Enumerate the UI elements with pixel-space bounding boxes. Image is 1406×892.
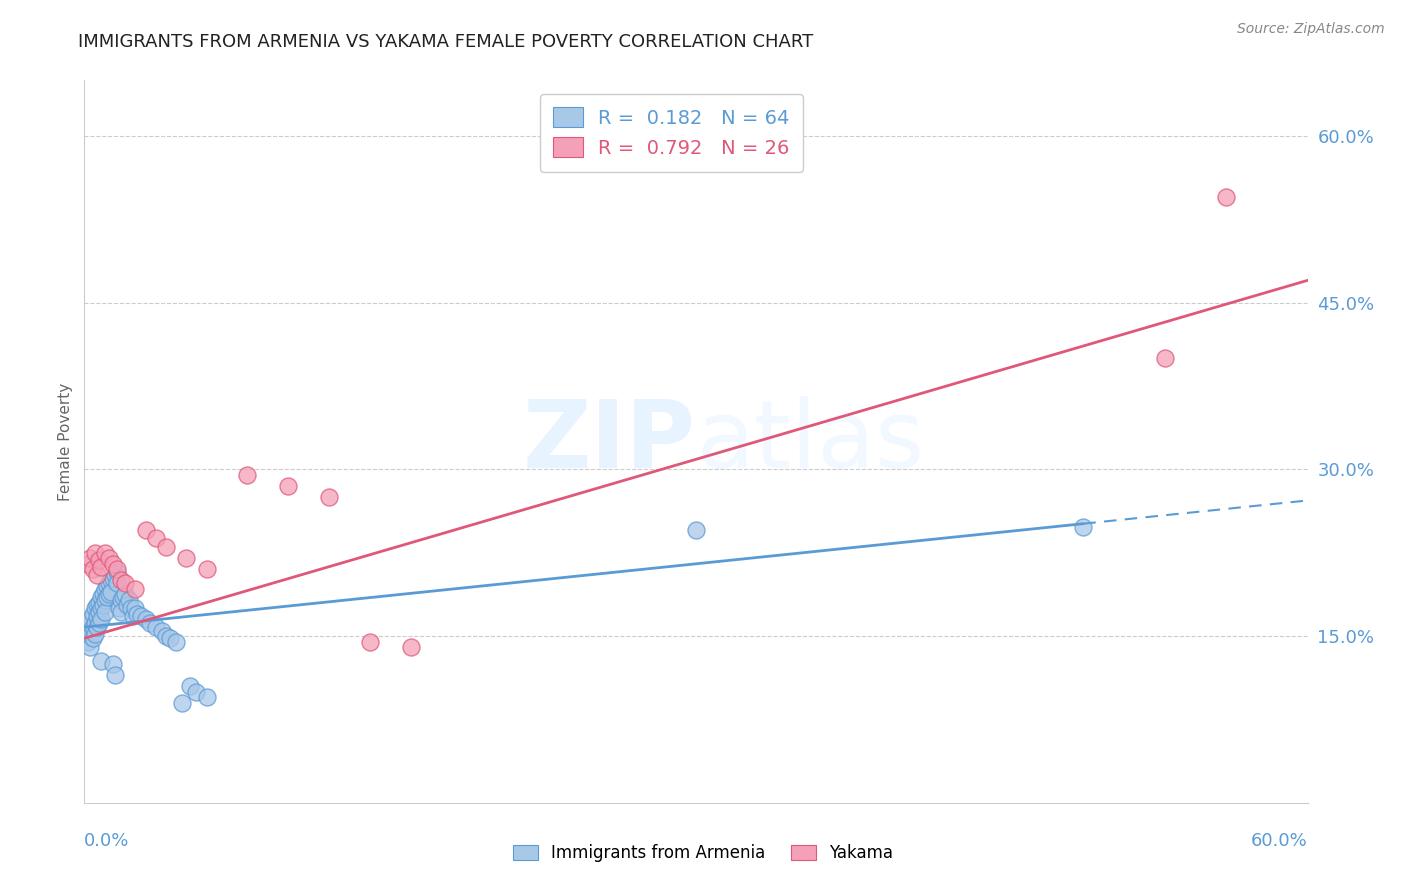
Point [108,601,131,615]
Point [90,601,112,615]
Point [101,571,124,585]
Point [87,605,110,619]
Point [318,490,340,504]
Point [87,553,110,567]
Point [135,524,157,538]
Point [83,615,105,630]
Point [101,557,124,571]
Point [110,574,132,588]
Point [91,598,114,612]
Point [105,575,128,590]
Point [79,612,101,626]
Point [114,587,136,601]
Point [79,629,101,643]
Point [97,551,120,566]
Point [236,467,259,482]
Point [131,609,153,624]
Point [93,593,115,607]
Point [104,568,127,582]
Text: atlas: atlas [696,395,924,488]
Point [399,640,422,655]
Point [91,587,114,601]
Point [101,657,124,671]
Point [100,574,122,588]
Point [138,615,160,630]
Legend: Immigrants from Armenia, Yakama: Immigrants from Armenia, Yakama [505,836,901,871]
Text: 60.0%: 60.0% [1251,831,1308,850]
Point [75,624,97,638]
Point [77,634,100,648]
Point [145,531,167,545]
Point [179,679,201,693]
Point [93,605,115,619]
Point [195,562,218,576]
Point [82,632,104,646]
Text: IMMIGRANTS FROM ARMENIA VS YAKAMA FEMALE POVERTY CORRELATION CHART: IMMIGRANTS FROM ARMENIA VS YAKAMA FEMALE… [79,33,814,52]
Point [86,609,108,624]
Point [112,590,135,604]
Point [110,605,132,619]
Point [135,612,157,626]
Legend: R =  0.182   N = 64, R =  0.792   N = 26: R = 0.182 N = 64, R = 0.792 N = 26 [540,94,803,171]
Text: 0.0%: 0.0% [84,831,129,850]
Point [685,524,707,538]
Point [127,607,149,621]
Text: Source: ZipAtlas.com: Source: ZipAtlas.com [1237,22,1385,37]
Point [118,593,141,607]
Point [1073,520,1095,534]
Point [172,696,194,710]
Point [155,629,177,643]
Point [359,634,381,648]
Point [97,587,120,601]
Point [82,562,104,576]
Point [87,596,110,610]
Point [105,562,128,576]
Point [82,620,104,634]
Point [104,668,127,682]
Point [114,575,136,590]
Point [86,598,108,612]
Point [97,575,120,590]
Point [96,590,118,604]
Point [79,640,101,655]
Point [86,568,108,582]
Point [83,601,105,615]
Point [1215,190,1237,204]
Point [159,632,181,646]
Point [93,546,115,560]
Point [87,615,110,630]
Point [124,582,146,597]
Point [83,546,105,560]
Point [110,593,132,607]
Point [145,620,167,634]
Point [120,601,142,615]
Point [90,560,112,574]
Point [90,590,112,604]
Y-axis label: Female Poverty: Female Poverty [58,383,73,500]
Point [79,551,101,566]
Point [1154,351,1177,366]
Point [174,551,197,566]
Point [83,627,105,641]
Point [155,540,177,554]
Point [90,653,112,667]
Point [165,634,187,648]
Point [77,618,100,632]
Point [96,579,118,593]
Point [124,601,146,615]
Point [77,557,100,571]
Point [115,598,138,612]
Point [150,624,173,638]
Point [122,609,145,624]
Point [105,565,128,579]
Point [186,684,208,698]
Point [90,612,112,626]
Point [86,620,108,634]
Point [100,584,122,599]
Point [93,582,115,597]
Text: ZIP: ZIP [523,395,696,488]
Point [277,479,299,493]
Point [82,607,104,621]
Point [195,690,218,705]
